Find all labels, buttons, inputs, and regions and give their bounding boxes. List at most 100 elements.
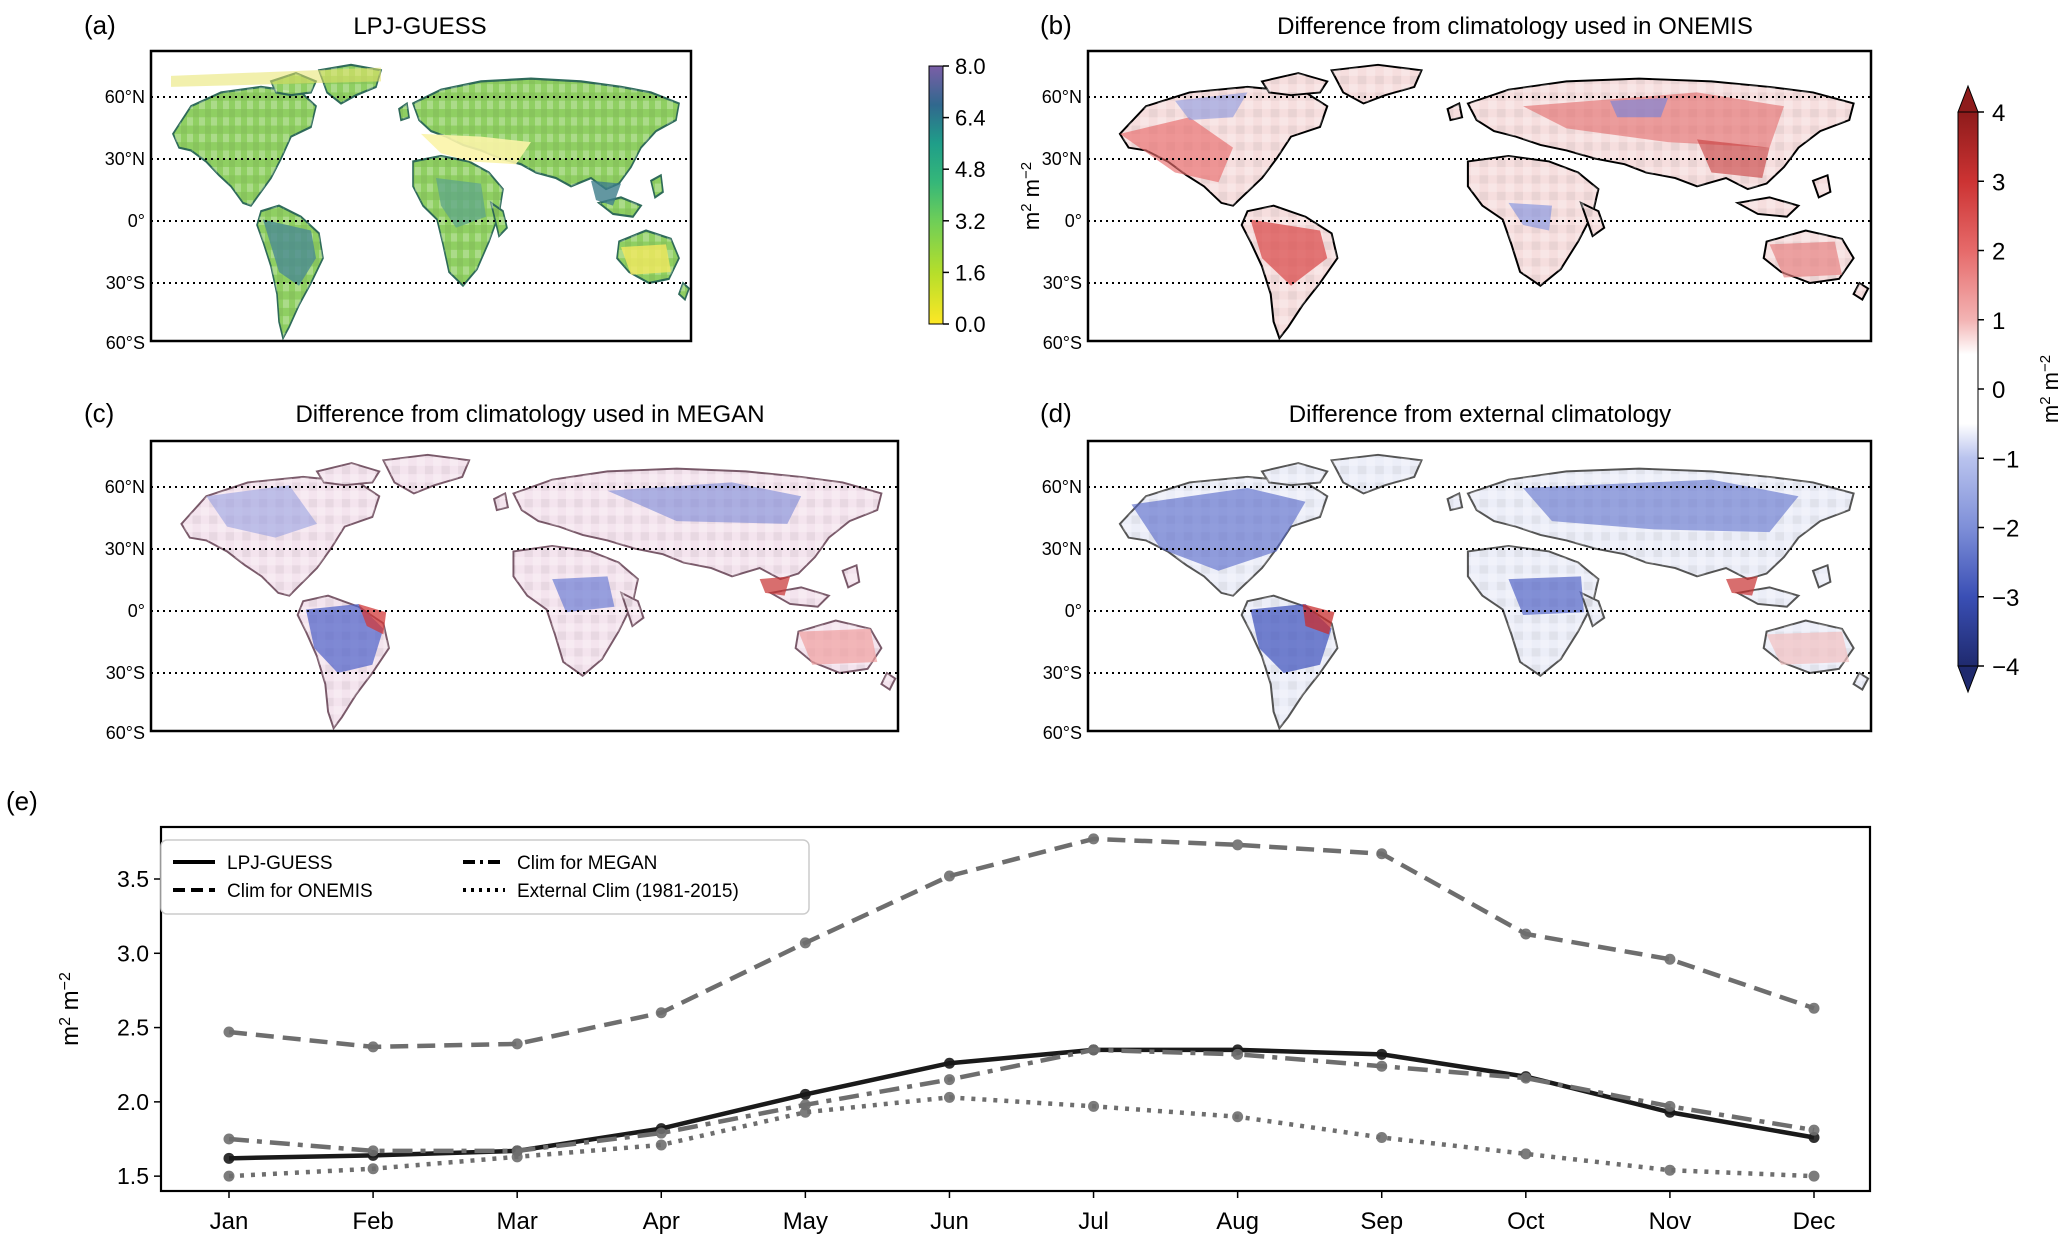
y-tick-label: 2.5 <box>117 1015 149 1041</box>
lat-label: 30°N <box>1042 149 1082 169</box>
y-tick-label: 1.5 <box>117 1163 149 1189</box>
panel-title-d: Difference from external climatology <box>1289 401 1671 428</box>
chart-e-plot: 1.5 2.0 2.5 3.0 3.5 Jan Feb Mar Apr May Jun Jul Aug S… <box>117 833 1835 1235</box>
panel-label-b: (b) <box>1040 10 1072 40</box>
map-a-canvas <box>171 63 691 340</box>
series-point-3 <box>799 1106 811 1118</box>
series-point-1 <box>367 1041 379 1053</box>
map-d-frame <box>1086 439 1873 733</box>
series-line-1 <box>228 836 1815 1050</box>
series-point-1 <box>223 1026 235 1038</box>
panel-label-c: (c) <box>84 398 114 428</box>
diff-colorbar-tick-label: −3 <box>1992 585 2019 612</box>
series-point-2 <box>1808 1124 1820 1136</box>
lat-label: 30°S <box>1043 273 1082 293</box>
map-d-canvas <box>1118 453 1870 730</box>
map-c-frame <box>149 439 900 733</box>
series-point-3 <box>367 1163 379 1175</box>
diff-colorbar-tick-label: 0 <box>1992 377 2005 404</box>
diff-colorbar-tick-label: 4 <box>1992 100 2005 127</box>
y-tick-label: 3.5 <box>117 866 149 892</box>
chart-e-frame <box>159 825 1872 1193</box>
x-tick-label: Mar <box>497 1208 538 1235</box>
x-tick-label: Aug <box>1216 1208 1259 1235</box>
series-point-1 <box>511 1038 523 1050</box>
series-point-1 <box>1808 1002 1820 1014</box>
series-point-3 <box>1664 1164 1676 1176</box>
map-b-frame <box>1086 49 1873 343</box>
diff-colorbar-tick-label: 1 <box>1992 308 2005 335</box>
lat-label: 60°N <box>105 87 145 107</box>
series-point-3 <box>1232 1111 1244 1123</box>
series-point-3 <box>655 1139 667 1151</box>
lat-label: 60°S <box>106 723 145 743</box>
panel-c: (c) Difference from climatology used in … <box>84 398 900 743</box>
panel-e: (e) 1.5 2.0 2.5 3.0 3.5 Jan Feb Mar Apr May Jun Jul… <box>6 786 1872 1235</box>
series-point-3 <box>1808 1170 1820 1182</box>
legend-label: Clim for ONEMIS <box>227 881 373 902</box>
map-d: 60°N 30°N 0° 30°S 60°S <box>1042 439 1873 743</box>
series-point-3 <box>1520 1148 1532 1160</box>
x-tick-label: Oct <box>1507 1208 1545 1235</box>
legend-label: LPJ-GUESS <box>227 853 333 874</box>
series-point-2 <box>943 1074 955 1086</box>
colorbar-a-tick-label: 4.8 <box>955 157 986 182</box>
map-a: 60°N 30°N 0° 30°S 60°S <box>105 49 693 353</box>
series-point-2 <box>1088 1044 1100 1056</box>
series-point-1 <box>1376 848 1388 860</box>
series-point-0 <box>1376 1048 1388 1060</box>
legend-label: External Clim (1981-2015) <box>517 881 739 902</box>
colorbar-extend-max <box>1957 84 1979 113</box>
panel-title-c: Difference from climatology used in MEGA… <box>295 401 764 428</box>
series-point-2 <box>223 1133 235 1145</box>
series-point-2 <box>367 1145 379 1157</box>
series-point-3 <box>511 1151 523 1163</box>
series-point-0 <box>943 1057 955 1069</box>
colorbar-a-tick-label: 8.0 <box>955 54 986 79</box>
series-point-1 <box>1088 833 1100 845</box>
chart-e-legend: LPJ-GUESS Clim for ONEMIS Clim for MEGAN… <box>160 839 810 915</box>
panel-b: (b) Difference from climatology used in … <box>1040 10 1873 353</box>
diff-colorbar-tick-label: 2 <box>1992 239 2005 266</box>
series-point-1 <box>799 937 811 949</box>
series-point-1 <box>1232 839 1244 851</box>
colorbar-a-tick-label: 6.4 <box>955 106 986 131</box>
colorbar-body <box>1957 111 1979 667</box>
lat-label: 30°N <box>105 149 145 169</box>
x-tick-label: Nov <box>1649 1208 1692 1235</box>
map-c-canvas <box>180 453 897 730</box>
panel-label-d: (d) <box>1040 398 1072 428</box>
series-point-0 <box>223 1152 235 1164</box>
series-point-3 <box>943 1091 955 1103</box>
series-point-2 <box>655 1127 667 1139</box>
map-b-canvas <box>1118 63 1870 340</box>
map-c: 60°N 30°N 0° 30°S 60°S <box>105 439 900 743</box>
lat-label: 60°S <box>106 333 145 353</box>
lat-label: 30°S <box>1043 663 1082 683</box>
legend-label: Clim for MEGAN <box>517 853 657 874</box>
colorbar-a: 8.0 6.4 4.8 3.2 1.6 0.0 m2 m−2 <box>928 54 1044 337</box>
panel-a: (a) LPJ-GUESS 60°N 30°N 0° 30°S 60°S <box>84 10 1044 353</box>
lat-label: 60°S <box>1043 333 1082 353</box>
x-tick-label: Jun <box>930 1208 969 1235</box>
lat-label: 60°N <box>105 477 145 497</box>
panel-d: (d) Difference from external climatology… <box>1040 398 1873 743</box>
series-line-2 <box>228 1047 1815 1154</box>
series-point-3 <box>1376 1132 1388 1144</box>
diff-colorbar: 4 3 2 1 0 −1 −2 −3 −4 m2 m−2 <box>1957 84 2063 694</box>
panel-label-e: (e) <box>6 786 38 816</box>
series-point-1 <box>1664 953 1676 965</box>
series-line-3 <box>228 1095 1815 1179</box>
lat-label: 30°N <box>1042 539 1082 559</box>
lat-label: 0° <box>1065 601 1082 621</box>
colorbar-a-tick-label: 3.2 <box>955 209 986 234</box>
series-point-1 <box>655 1007 667 1019</box>
colorbar-a-tick-label: 1.6 <box>955 260 986 285</box>
series-point-0 <box>799 1088 811 1100</box>
x-tick-label: Jul <box>1078 1208 1109 1235</box>
lat-label: 60°N <box>1042 477 1082 497</box>
y-tick-label: 3.0 <box>117 940 149 966</box>
x-tick-label: Sep <box>1360 1208 1403 1235</box>
lat-label: 30°S <box>106 663 145 683</box>
